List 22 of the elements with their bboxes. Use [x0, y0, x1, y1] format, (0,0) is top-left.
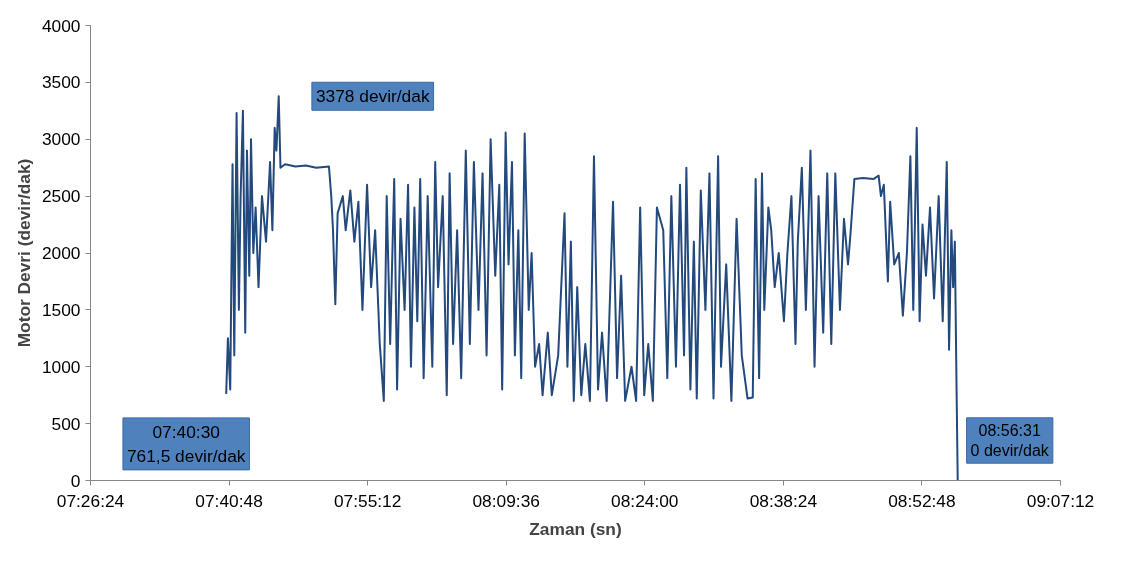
x-axis-title: Zaman (sn) — [529, 518, 622, 539]
x-tick-label: 08:52:48 — [888, 490, 956, 511]
annotation: 08:56:31 0 devir/dak — [970, 421, 1050, 460]
y-tick-label: 3000 — [41, 129, 81, 150]
x-tick-label: 08:09:36 — [472, 490, 540, 511]
y-tick-label: 1000 — [41, 356, 81, 377]
y-axis-title: Motor Devri (devir/dak) — [13, 158, 34, 348]
x-tick-label: 08:38:24 — [749, 490, 818, 511]
y-tick-label: 2000 — [41, 243, 81, 263]
y-tick-label: 0 — [70, 470, 81, 491]
y-tick-label: 1500 — [41, 299, 81, 320]
annotation: 07:40:30 761,5 devir/dak — [126, 421, 246, 466]
y-tick-label: 2500 — [41, 186, 81, 207]
x-tick-label: 07:26:24 — [56, 490, 125, 511]
y-tick-label: 4000 — [41, 15, 81, 36]
y-tick-label: 3500 — [41, 72, 81, 93]
x-tick-label: 08:24:00 — [611, 490, 679, 511]
y-tick-label: 500 — [51, 413, 81, 434]
x-tick-label: 07:40:48 — [195, 490, 263, 511]
annotation: 3378 devir/dak — [315, 86, 430, 107]
x-tick-label: 07:55:12 — [333, 490, 402, 511]
x-tick-label: 09:07:12 — [1026, 490, 1095, 511]
